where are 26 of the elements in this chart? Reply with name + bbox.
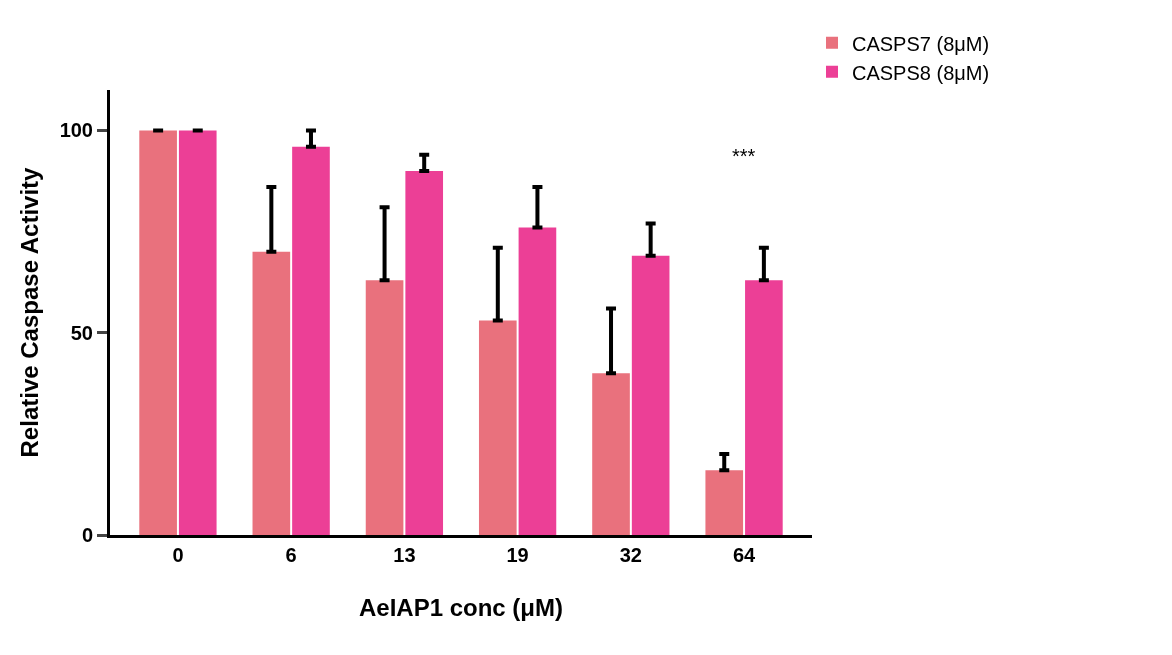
x-tick-label: 19 (506, 544, 529, 566)
bar (252, 251, 291, 535)
bar (705, 470, 744, 535)
bar (631, 255, 670, 535)
y-tick-label: 50 (70, 321, 93, 344)
bar (745, 280, 783, 535)
bar (178, 130, 217, 535)
x-tick-label: 0 (172, 544, 184, 566)
bar (365, 280, 404, 535)
y-axis-title: Relative Caspase Activity (15, 166, 43, 458)
y-tick-label: 0 (81, 524, 93, 546)
x-tick-label: 64 (732, 544, 757, 566)
bar (518, 227, 557, 535)
bar (405, 170, 444, 535)
bar (478, 320, 517, 535)
bar (592, 373, 630, 535)
y-tick-label: 100 (59, 119, 93, 142)
x-tick-label: 6 (285, 544, 297, 566)
annotation: *** (732, 145, 756, 167)
x-axis-title: AeIAP1 conc (μM) (358, 594, 564, 622)
legend-label: CASPS7 (8μM) (852, 32, 990, 55)
bar (292, 146, 330, 535)
bar (139, 130, 177, 535)
x-tick-label: 32 (619, 544, 642, 566)
x-tick-label: 13 (393, 544, 416, 566)
legend-label: CASPS8 (8μM) (852, 61, 990, 84)
